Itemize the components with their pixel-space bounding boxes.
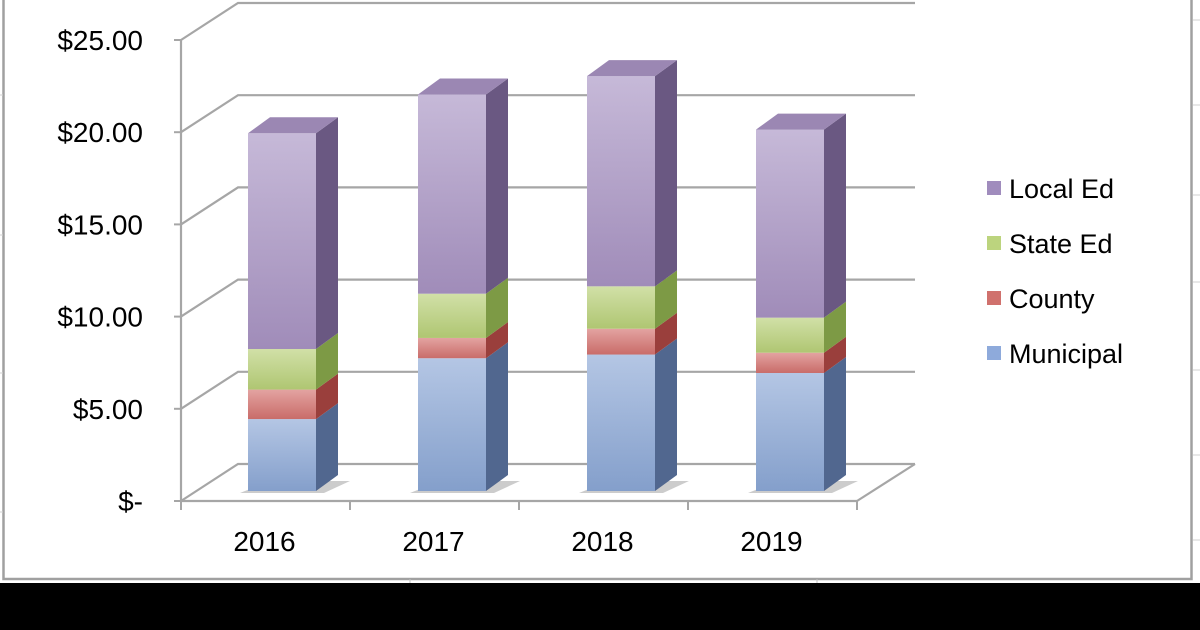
gridline: [180, 94, 915, 134]
y-tick-label: $-: [118, 486, 143, 517]
y-tick-label: $15.00: [57, 209, 143, 240]
legend-swatch: [987, 181, 1001, 195]
chart-frame: [0, 0, 1200, 583]
legend-swatch: [987, 236, 1001, 250]
gridline: [180, 278, 915, 318]
legend-label: Municipal: [1009, 339, 1123, 369]
bars: [240, 60, 858, 493]
bar-2018: [579, 60, 689, 493]
x-tick-label: 2016: [233, 526, 295, 557]
y-tick-label: $10.00: [57, 302, 143, 333]
bar-segment-municipal: [756, 372, 824, 491]
x-tick-label: 2019: [740, 526, 802, 557]
chart-border: [2, 0, 1193, 581]
bar-segment-local-ed: [756, 129, 824, 318]
bar-segment-municipal: [418, 358, 486, 491]
bar-segment-state-ed: [756, 317, 824, 353]
gridline: [180, 1, 915, 41]
bar-segment-state-ed: [418, 293, 486, 338]
bar-segment-state-ed: [248, 349, 316, 390]
bar-segment-county: [587, 328, 655, 355]
legend-item-state-ed: State Ed: [987, 229, 1113, 259]
legend-label: Local Ed: [1009, 174, 1114, 204]
y-tick-label: $5.00: [73, 394, 143, 425]
legend-item-local-ed: Local Ed: [987, 174, 1114, 204]
stacked-3d-column-chart: $- $5.00 $10.00 $15.00 $20.00 $25.00 2016 2017…: [0, 0, 1200, 583]
bar-2019: [748, 113, 858, 493]
bar-segment-county: [418, 337, 486, 359]
x-tick-label: 2017: [402, 526, 464, 557]
legend-swatch: [987, 346, 1001, 360]
legend: Local Ed State Ed County Municipal: [987, 174, 1123, 369]
bar-segment-state-ed: [587, 286, 655, 329]
bar-segment-local-ed: [248, 133, 316, 350]
legend-item-municipal: Municipal: [987, 339, 1123, 369]
legend-item-county: County: [987, 284, 1095, 314]
gridline: [180, 370, 915, 410]
bar-segment-municipal: [248, 419, 316, 491]
x-tick-label: 2018: [571, 526, 633, 557]
y-tick-label: $20.00: [57, 117, 143, 148]
legend-swatch: [987, 291, 1001, 305]
y-axis: $- $5.00 $10.00 $15.00 $20.00 $25.00: [57, 25, 181, 517]
gridline: [180, 186, 915, 226]
bar-2017: [410, 78, 520, 493]
legend-label: State Ed: [1009, 229, 1113, 259]
bar-segment-county: [756, 352, 824, 373]
chart-area: $- $5.00 $10.00 $15.00 $20.00 $25.00 2016 2017…: [0, 0, 1200, 583]
x-axis: 2016 2017 2018 2019: [180, 501, 858, 557]
bar-segment-county: [248, 389, 316, 420]
bar-segment-local-ed: [587, 76, 655, 287]
legend-label: County: [1009, 284, 1095, 314]
bar-2016: [240, 117, 350, 493]
gridline: [180, 462, 915, 502]
bar-segment-municipal: [587, 354, 655, 491]
y-tick-label: $25.00: [57, 25, 143, 56]
bar-segment-local-ed: [418, 94, 486, 294]
